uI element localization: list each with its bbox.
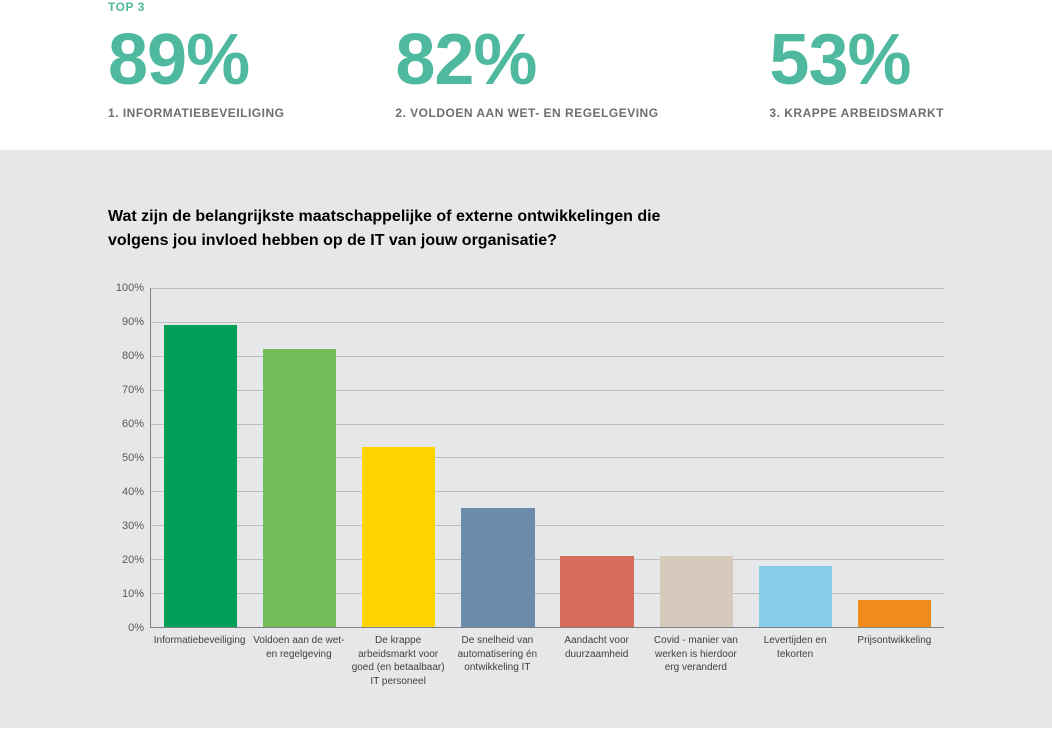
bar [461,508,534,627]
bar-slot [845,288,944,627]
bar [263,349,336,627]
stat-pct: 82% [395,24,658,96]
top3-section: TOP 3 89% 1. INFORMATIEBEVEILIGING 82% 2… [0,0,1052,150]
chart-wrap: 100%90%80%70%60%50%40%30%20%10%0% Inform… [108,288,944,688]
x-tick-label: Informatiebeveiliging [150,634,249,688]
bar [362,447,435,627]
x-tick-label: Voldoen aan de wet- en regelgeving [249,634,348,688]
stat-label: 2. VOLDOEN AAN WET- EN REGELGEVING [395,106,658,120]
stat-pct: 53% [769,24,944,96]
stat-block-1: 89% 1. INFORMATIEBEVEILIGING [108,24,284,120]
stat-label: 1. INFORMATIEBEVEILIGING [108,106,284,120]
top3-heading: TOP 3 [108,0,944,14]
bar [560,556,633,627]
bar [164,325,237,627]
stat-block-3: 53% 3. KRAPPE ARBEIDSMARKT [769,24,944,120]
x-axis: InformatiebeveiligingVoldoen aan de wet-… [150,634,944,688]
bar [858,600,931,627]
x-tick-label: Prijsontwikkeling [845,634,944,688]
stat-block-2: 82% 2. VOLDOEN AAN WET- EN REGELGEVING [395,24,658,120]
bar [660,556,733,627]
bars-container [151,288,944,627]
stat-label: 3. KRAPPE ARBEIDSMARKT [769,106,944,120]
x-tick-label: Covid - manier van werken is hierdoor er… [646,634,745,688]
bar-slot [349,288,448,627]
top3-row: 89% 1. INFORMATIEBEVEILIGING 82% 2. VOLD… [108,24,944,120]
x-tick-label: De snelheid van automatisering én ontwik… [448,634,547,688]
x-tick-label: Aandacht voor duurzaamheid [547,634,646,688]
bar-slot [647,288,746,627]
bar-slot [448,288,547,627]
bar-slot [151,288,250,627]
chart-section: Wat zijn de belangrijkste maatschappelij… [0,150,1052,728]
plot-column: InformatiebeveiligingVoldoen aan de wet-… [150,288,944,688]
bar-slot [746,288,845,627]
x-tick-label: Levertijden en tekorten [746,634,845,688]
bar-slot [250,288,349,627]
bar [759,566,832,627]
x-tick-label: De krappe arbeidsmarkt voor goed (en bet… [349,634,448,688]
bar-slot [548,288,647,627]
y-axis: 100%90%80%70%60%50%40%30%20%10%0% [108,288,150,628]
plot-area [150,288,944,628]
chart-title: Wat zijn de belangrijkste maatschappelij… [108,205,708,253]
stat-pct: 89% [108,24,284,96]
